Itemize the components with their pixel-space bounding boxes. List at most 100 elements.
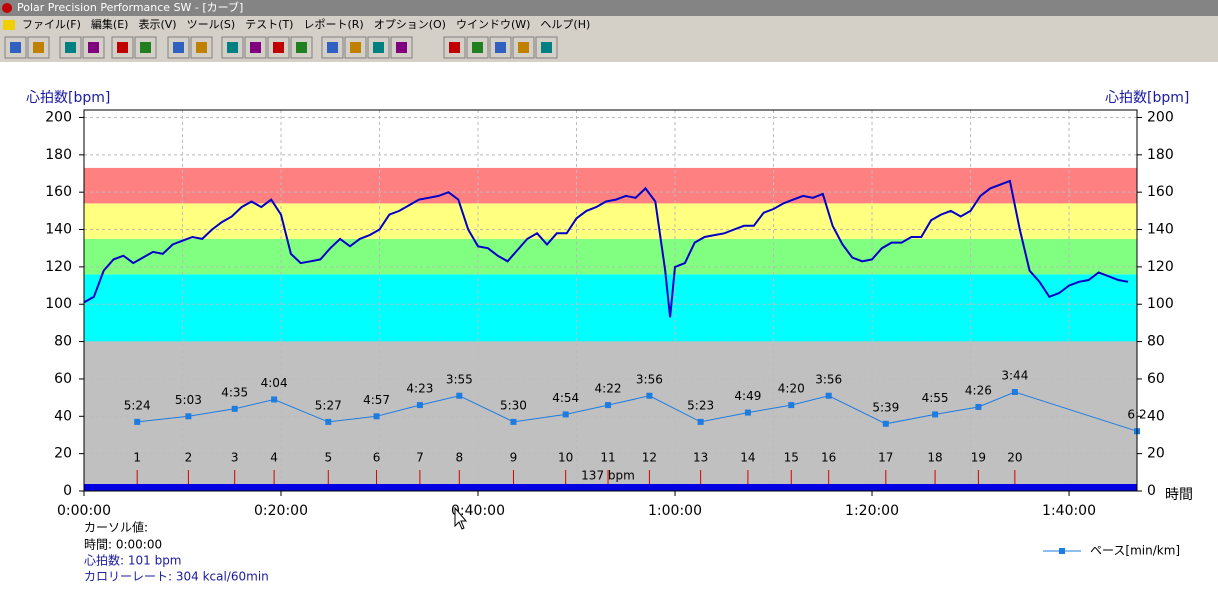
data-label: 4:26 [965,383,992,397]
lap-label: 19 [971,451,986,465]
lap-label: 3 [231,451,239,465]
cursor-heading: カーソル値: [84,520,148,535]
pace-point [788,402,795,409]
y2-tick-label: 160 [1147,184,1174,200]
pace-point [373,413,380,420]
lap-label: 2 [185,451,193,465]
toolbar-icon [10,42,21,53]
data-label: 3:56 [636,372,663,386]
x-tick-label: 1:00:00 [648,503,702,519]
menu-item[interactable]: オプション(O) [374,18,446,31]
toolbar-icon [250,42,261,53]
y-tick-label: 60 [54,371,72,387]
cursor-time: 時間: 0:00:00 [84,538,162,552]
pace-point [134,418,141,425]
toolbar-icon [33,42,44,53]
pace-point [231,405,238,412]
menu-item[interactable]: 編集(E) [91,17,129,31]
lap-label: 13 [693,451,708,465]
toolbar-icon [373,42,384,53]
data-label: 4:57 [363,393,390,407]
toolbar-icon [518,42,529,53]
cursor-calorie: カロリーレート: 304 kcal/60min [84,570,269,584]
y-tick-label: 20 [54,446,72,462]
pace-point [510,418,517,425]
title-bar [0,0,1218,16]
pace-point [416,402,423,409]
y-tick-label: 80 [54,334,72,350]
y2-axis-label: 心拍数[bpm] [1105,90,1189,106]
lap-label: 7 [416,451,424,465]
data-label: 5:27 [315,398,342,412]
menu-item[interactable]: ファイル(F) [22,18,81,31]
lap-label: 9 [510,451,518,465]
toolbar-icon [173,42,184,53]
y2-tick-label: 180 [1147,147,1174,163]
y2-tick-label: 100 [1147,296,1174,312]
y2-tick-label: 120 [1147,259,1174,275]
legend-label: ペース[min/km] [1090,544,1180,558]
y-tick-label: 180 [45,147,72,163]
y2-tick-label: 80 [1147,334,1165,350]
lap-label: 5 [324,451,332,465]
toolbar [4,36,558,59]
toolbar-icon [88,42,99,53]
data-label: 5:03 [175,393,202,407]
toolbar-icon [196,42,207,53]
y-tick-label: 0 [63,483,72,499]
toolbar-icon [227,42,238,53]
menu-item[interactable]: ヘルプ(H) [540,18,590,31]
toolbar-icon [296,42,307,53]
pace-point [825,392,832,399]
menu-bar: ファイル(F) 編集(E) 表示(V) ツール(S) テスト(T) レポート(R) オプショ… [22,17,590,31]
lap-bar [84,484,1137,491]
toolbar-icon [117,42,128,53]
hr-zone [84,203,1137,239]
toolbar-icon [273,42,284,53]
x-tick-label: 0:40:00 [451,503,505,519]
toolbar-icon [350,42,361,53]
y2-tick-label: 140 [1147,222,1174,238]
lap-label: 16 [821,451,836,465]
mouse-cursor [454,506,468,530]
y2-tick-label: 200 [1147,109,1174,125]
x-tick-label: 1:20:00 [845,503,899,519]
toolbar-icon [140,42,151,53]
hr-zone [84,274,1137,342]
lap-label: 17 [878,451,893,465]
toolbar-icon [396,42,407,53]
x-tick-label: 0:20:00 [254,503,308,519]
data-label: 4:20 [778,382,805,396]
pace-point [975,403,982,410]
hr-zone [84,238,1137,275]
menu-item[interactable]: ツール(S) [187,18,236,31]
lap-label: 1 [133,451,141,465]
x-tick-label: 0:00:00 [57,503,111,519]
data-label: 5:39 [872,400,899,414]
y-tick-label: 200 [45,109,72,125]
lap-label: 18 [927,451,942,465]
window-title: Polar Precision Performance SW - [カーブ] [17,0,243,14]
app-icon [2,3,12,13]
legend-marker [1059,548,1065,554]
pace-point [882,420,889,427]
data-label: 4:35 [221,385,248,399]
pace-point [456,392,463,399]
y2-tick-label: 40 [1147,408,1165,424]
data-label: 5:24 [124,398,151,412]
menu-item[interactable]: レポート(R) [303,18,363,31]
avg-annotation: 137 bpm [581,469,635,483]
data-label: 4:55 [922,391,949,405]
pace-point [271,396,278,403]
pace-point [932,411,939,418]
menu-item[interactable]: ウインドウ(W) [456,18,530,31]
data-label: 4:23 [406,382,433,396]
data-label: 5:30 [500,398,527,412]
menu-item[interactable]: 表示(V) [138,18,176,31]
y-tick-label: 120 [45,259,72,275]
y-tick-label: 140 [45,222,72,238]
data-label: 4:04 [261,376,288,390]
menu-item[interactable]: テスト(T) [245,18,293,31]
cursor-hr: 心拍数: 101 bpm [84,553,182,568]
